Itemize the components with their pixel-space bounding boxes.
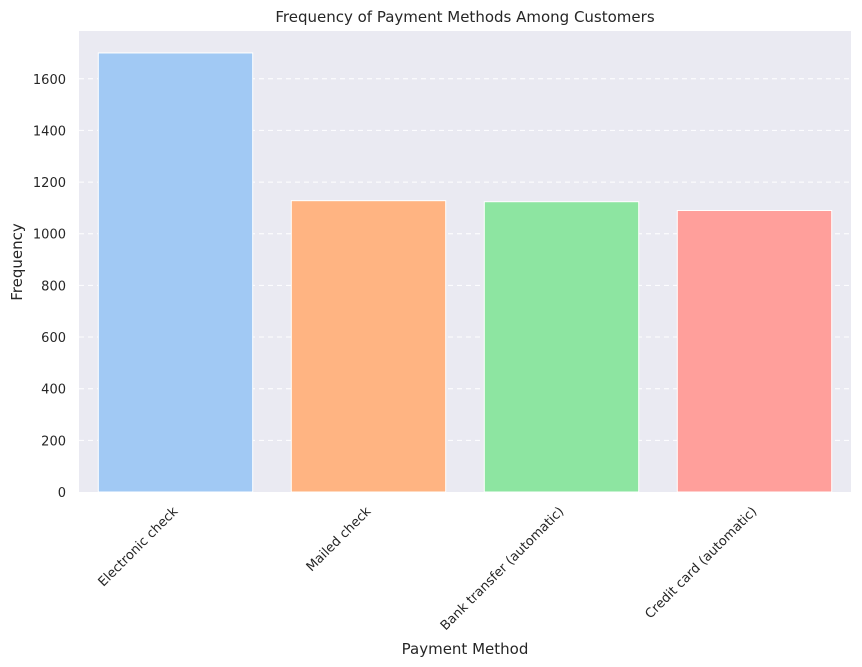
bar <box>97 52 254 493</box>
y-tick-label: 200 <box>41 434 66 449</box>
x-tick-label: Bank transfer (automatic) <box>438 504 568 634</box>
y-tick-label: 1400 <box>33 124 66 139</box>
y-axis-title: Frequency <box>8 223 26 301</box>
bar <box>483 201 640 493</box>
y-tick-label: 1000 <box>33 228 66 243</box>
x-tick-label: Mailed check <box>304 504 375 575</box>
x-tick-label: Credit card (automatic) <box>642 504 760 622</box>
bars <box>97 52 833 493</box>
chart-title: Frequency of Payment Methods Among Custo… <box>275 8 654 26</box>
x-axis-title: Payment Method <box>402 640 529 658</box>
y-tick-label: 1200 <box>33 176 66 191</box>
y-tick-label: 0 <box>58 486 66 501</box>
x-tick-label: Electronic check <box>96 504 182 590</box>
y-tick-label: 1600 <box>33 73 66 88</box>
y-tick-label: 400 <box>41 383 66 398</box>
bar <box>676 209 833 493</box>
bar <box>290 200 447 493</box>
y-tick-label: 800 <box>41 279 66 294</box>
y-tick-labels: 0 200 400 600 800 1000 1200 1400 1600 <box>33 73 66 501</box>
x-tick-labels: Electronic check Mailed check Bank transfe… <box>96 504 761 634</box>
y-tick-label: 600 <box>41 331 66 346</box>
